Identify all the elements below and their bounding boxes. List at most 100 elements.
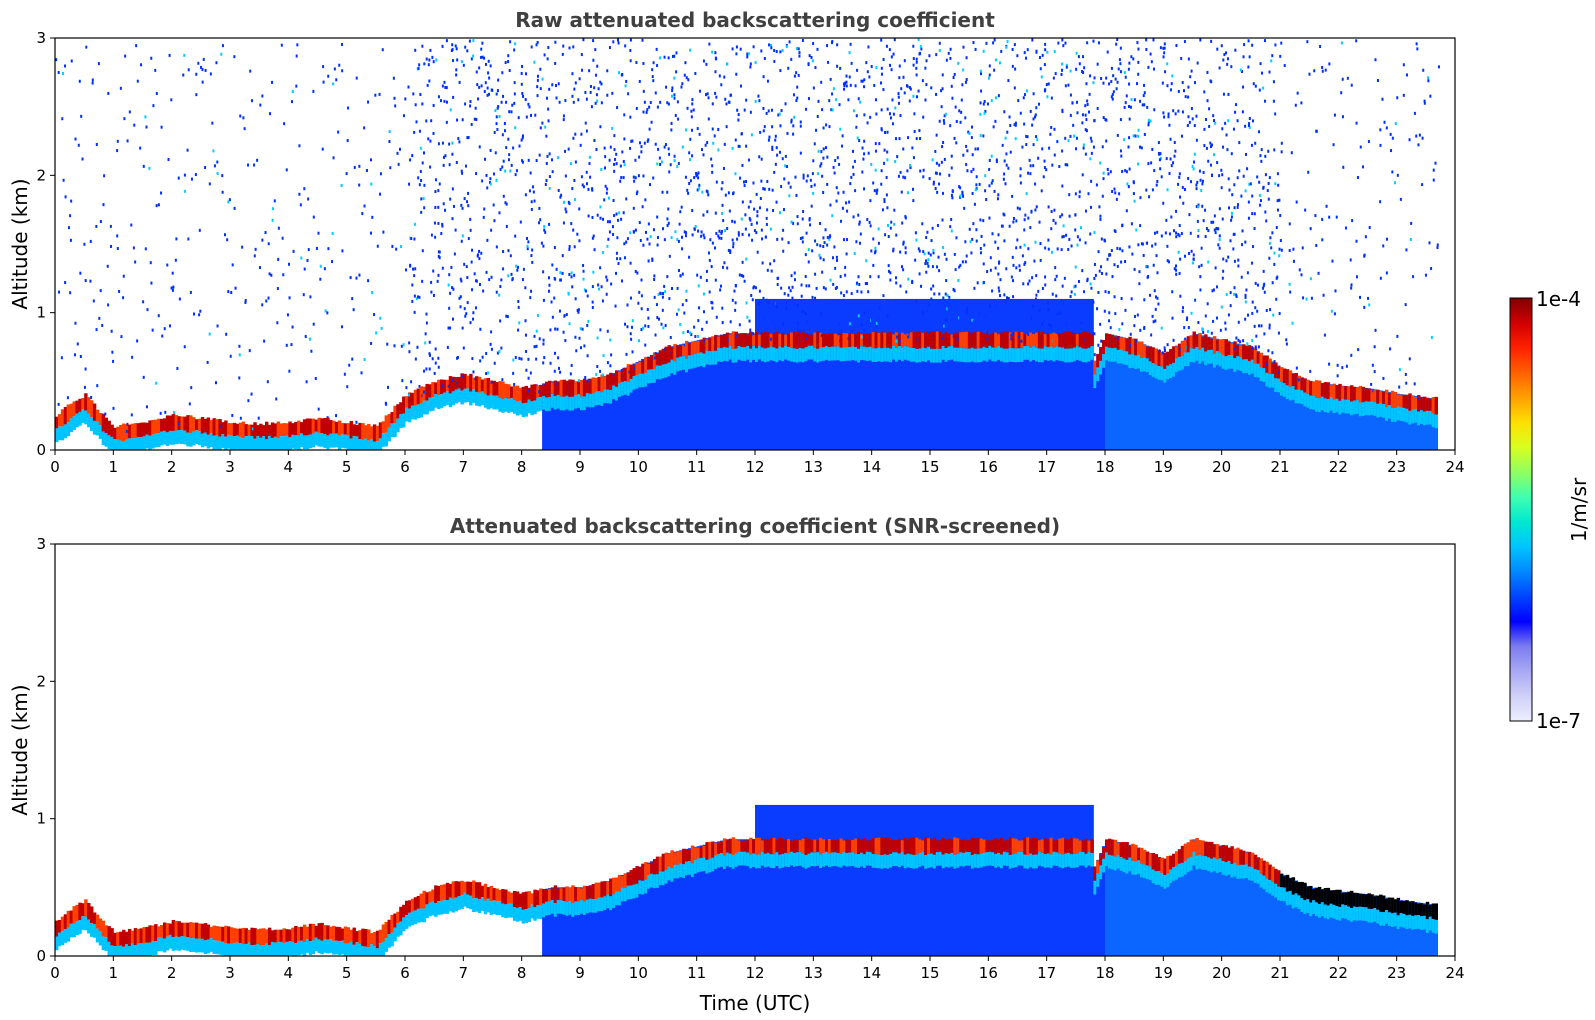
noise-speck bbox=[1187, 177, 1190, 181]
aerosol-layer-cell bbox=[165, 936, 170, 951]
aerosol-layer-cell bbox=[195, 938, 199, 953]
noise-speck bbox=[858, 139, 861, 143]
noise-speck bbox=[608, 46, 611, 50]
aerosol-layer-cell bbox=[90, 906, 94, 924]
noise-speck bbox=[1018, 268, 1021, 272]
aerosol-layer-cell bbox=[632, 375, 636, 390]
aerosol-layer-cell bbox=[209, 926, 213, 939]
noise-speck bbox=[585, 97, 588, 101]
noise-speck bbox=[685, 231, 688, 235]
aerosol-layer-cell bbox=[130, 943, 135, 956]
noise-speck bbox=[1130, 55, 1133, 59]
aerosol-layer-cell bbox=[947, 346, 951, 361]
noise-speck bbox=[606, 93, 609, 97]
aerosol-layer-cell bbox=[559, 379, 563, 397]
noise-speck bbox=[642, 89, 645, 93]
noise-speck bbox=[631, 325, 634, 329]
aerosol-layer-cell bbox=[238, 943, 243, 956]
noise-speck bbox=[513, 101, 516, 105]
aerosol-layer-cell bbox=[405, 407, 409, 422]
aerosol-layer-cell bbox=[757, 345, 762, 360]
noise-speck bbox=[1109, 253, 1112, 257]
noise-speck bbox=[1245, 288, 1248, 292]
aerosol-layer-cell bbox=[297, 420, 301, 436]
noise-speck bbox=[1064, 84, 1067, 88]
noise-speck bbox=[435, 58, 438, 62]
noise-speck bbox=[423, 183, 426, 187]
noise-speck bbox=[1251, 339, 1254, 343]
boundary-layer-cell bbox=[1317, 382, 1322, 450]
noise-speck bbox=[621, 279, 624, 283]
noise-speck bbox=[1190, 249, 1193, 253]
noise-speck bbox=[626, 325, 629, 329]
noise-speck bbox=[571, 94, 574, 98]
aerosol-layer-cell bbox=[276, 438, 281, 450]
noise-speck bbox=[496, 106, 499, 110]
noise-speck bbox=[1105, 272, 1108, 276]
noise-speck bbox=[1102, 171, 1105, 175]
noise-speck bbox=[1084, 128, 1087, 132]
noise-speck bbox=[938, 172, 941, 176]
noise-speck bbox=[562, 200, 565, 204]
noise-speck bbox=[106, 264, 109, 268]
noise-speck bbox=[572, 228, 575, 232]
aerosol-layer-cell bbox=[57, 932, 62, 947]
noise-speck bbox=[985, 198, 988, 202]
noise-speck bbox=[486, 86, 489, 90]
noise-speck bbox=[1332, 143, 1335, 147]
aerosol-layer-cell bbox=[235, 942, 240, 956]
noise-speck bbox=[513, 81, 516, 85]
noise-speck bbox=[711, 306, 714, 310]
noise-speck bbox=[1344, 226, 1347, 230]
noise-speck bbox=[1142, 253, 1145, 257]
noise-speck bbox=[1136, 41, 1139, 45]
aerosol-layer-cell bbox=[594, 377, 598, 392]
aerosol-layer-cell bbox=[1282, 368, 1287, 384]
noise-speck bbox=[852, 109, 855, 113]
noise-speck bbox=[613, 214, 616, 218]
boundary-layer-cell bbox=[1000, 298, 1004, 450]
aerosol-layer-cell bbox=[924, 348, 928, 362]
noise-speck bbox=[1196, 61, 1199, 65]
aerosol-layer-cell bbox=[1358, 402, 1363, 417]
noise-speck bbox=[860, 290, 863, 294]
boundary-layer-cell bbox=[1192, 333, 1196, 450]
noise-speck bbox=[587, 319, 590, 323]
noise-speck bbox=[786, 131, 789, 135]
boundary-layer-cell bbox=[617, 370, 622, 450]
noise-speck bbox=[1129, 343, 1132, 347]
noise-speck bbox=[986, 337, 989, 341]
noise-speck bbox=[924, 98, 927, 102]
noise-speck bbox=[332, 156, 335, 160]
aerosol-layer-cell bbox=[416, 388, 421, 405]
noise-speck bbox=[907, 277, 910, 281]
aerosol-layer-cell bbox=[626, 364, 631, 382]
noise-speck bbox=[990, 154, 993, 158]
noise-speck bbox=[902, 268, 905, 272]
noise-speck bbox=[347, 106, 350, 110]
aerosol-layer-cell bbox=[830, 346, 835, 361]
noise-speck bbox=[1116, 133, 1119, 137]
noise-speck bbox=[575, 349, 578, 353]
noise-speck bbox=[122, 296, 125, 300]
noise-speck bbox=[70, 199, 73, 203]
noise-speck bbox=[720, 229, 723, 233]
noise-speck bbox=[1082, 70, 1085, 74]
aerosol-layer-cell bbox=[367, 440, 371, 450]
noise-speck bbox=[371, 215, 374, 219]
noise-speck bbox=[742, 274, 745, 278]
noise-speck bbox=[999, 278, 1002, 282]
aerosol-layer-cell bbox=[1399, 394, 1403, 408]
aerosol-layer-cell bbox=[1163, 352, 1167, 369]
boundary-layer-cell bbox=[1396, 393, 1401, 450]
noise-speck bbox=[1014, 121, 1017, 125]
noise-speck bbox=[1166, 62, 1169, 66]
boundary-layer-cell bbox=[1268, 359, 1272, 450]
noise-speck bbox=[711, 301, 714, 305]
noise-speck bbox=[1172, 109, 1175, 113]
noise-speck bbox=[1436, 243, 1439, 247]
x-tick-label: 21 bbox=[1270, 458, 1289, 476]
noise-speck bbox=[943, 114, 946, 118]
noise-speck bbox=[979, 69, 982, 73]
noise-speck bbox=[460, 239, 463, 243]
